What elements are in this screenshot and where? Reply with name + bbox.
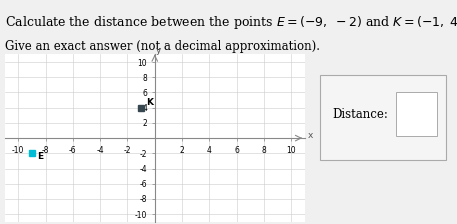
Text: x: x <box>308 131 313 140</box>
FancyBboxPatch shape <box>396 92 437 136</box>
Text: y: y <box>156 46 162 55</box>
FancyBboxPatch shape <box>320 75 446 160</box>
Text: K: K <box>147 98 154 107</box>
Text: Give an exact answer (not a decimal approximation).: Give an exact answer (not a decimal appr… <box>5 40 319 53</box>
Text: Distance:: Distance: <box>332 108 388 121</box>
Text: Calculate the distance between the points $E=(-9,\ -2)$ and $K=(-1,\ 4)$ in the : Calculate the distance between the point… <box>5 14 457 31</box>
Text: E: E <box>37 152 43 162</box>
